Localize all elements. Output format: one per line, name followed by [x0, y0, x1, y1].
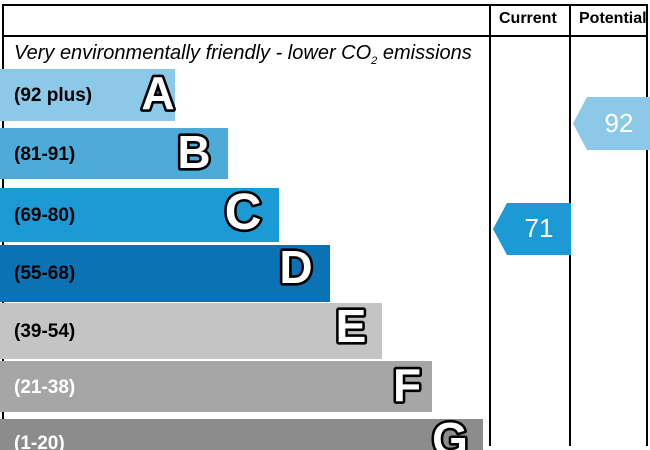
svg-text:C: C — [225, 183, 262, 240]
svg-text:F: F — [393, 359, 421, 411]
svg-text:B: B — [177, 126, 210, 178]
svg-text:E: E — [336, 300, 367, 352]
svg-text:A: A — [141, 69, 174, 119]
svg-text:D: D — [279, 241, 312, 293]
svg-text:G: G — [432, 413, 468, 450]
svg-text:71: 71 — [525, 213, 554, 243]
svg-text:92: 92 — [605, 108, 634, 138]
